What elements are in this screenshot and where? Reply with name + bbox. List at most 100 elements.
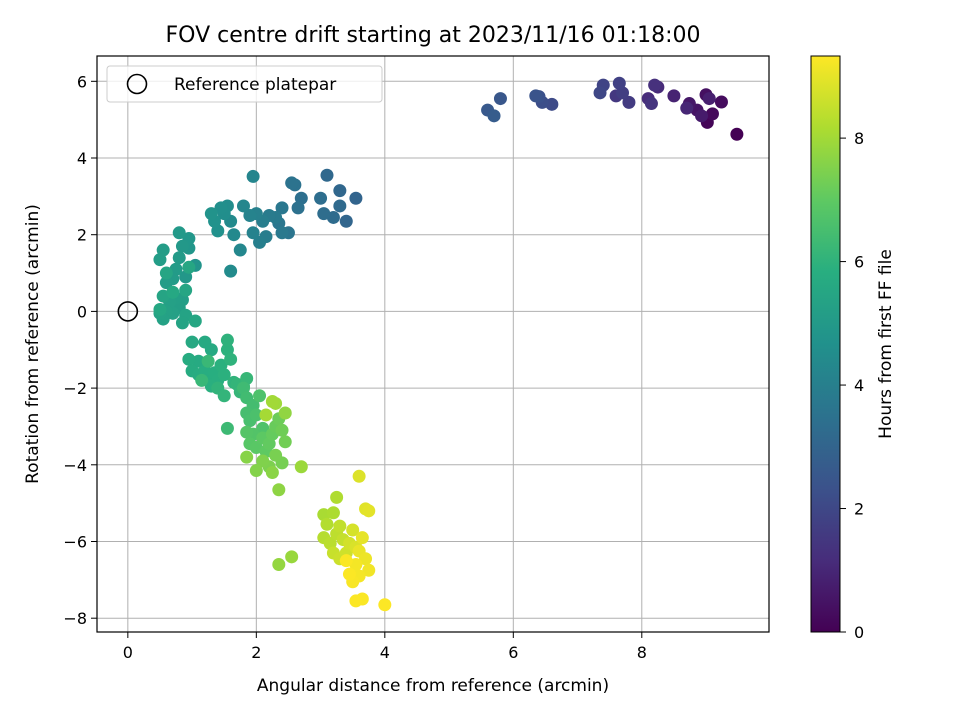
data-point-75: [153, 253, 167, 267]
data-point-60: [214, 201, 228, 215]
colorbar: [810, 55, 841, 633]
data-point-73: [159, 276, 173, 290]
data-point-20: [593, 86, 607, 100]
data-point-39: [285, 176, 299, 190]
data-point-144: [249, 464, 263, 478]
data-point-3: [714, 95, 728, 109]
data-point-87: [179, 283, 193, 297]
data-point-52: [246, 169, 260, 183]
data-point-175: [359, 552, 373, 566]
data-point-109: [224, 352, 238, 366]
data-point-176: [362, 563, 376, 577]
data-point-151: [294, 460, 308, 474]
colorbar-tick-label-2: 4: [854, 376, 864, 395]
data-point-90: [188, 314, 202, 328]
data-point-97: [182, 352, 196, 366]
data-point-85: [175, 316, 189, 330]
data-point-9: [667, 89, 681, 103]
y-axis-ticks: −8 −6 −4 −2 0 2 4 6: [63, 72, 97, 628]
data-point-0: [730, 127, 744, 141]
data-point-16: [622, 95, 636, 109]
reference-platepar-marker: [117, 301, 139, 322]
data-point-24: [529, 89, 543, 103]
data-points: [153, 76, 744, 612]
data-point-125: [249, 408, 263, 422]
colorbar-tick-label-0: 0: [854, 623, 864, 642]
data-point-117: [195, 373, 209, 387]
data-point-149: [272, 558, 286, 572]
data-point-63: [204, 207, 218, 221]
data-point-89: [182, 260, 196, 274]
data-point-168: [346, 523, 360, 537]
data-point-8: [702, 92, 716, 106]
y-tick-label-6: 4: [77, 149, 87, 168]
data-point-106: [217, 368, 231, 382]
data-point-31: [320, 168, 334, 182]
data-point-32: [333, 199, 347, 213]
data-point-30: [333, 184, 347, 198]
data-point-43: [275, 226, 289, 240]
data-point-21: [545, 97, 559, 111]
data-point-25: [493, 92, 507, 106]
data-point-50: [246, 226, 260, 240]
data-point-69: [172, 226, 186, 240]
data-point-153: [265, 395, 279, 409]
data-point-70: [172, 251, 186, 265]
y-axis-label: Rotation from reference (arcmin): [23, 204, 43, 484]
data-point-93: [185, 335, 199, 349]
data-point-146: [265, 465, 279, 479]
data-point-34: [317, 207, 331, 221]
y-tick-label-4: 0: [77, 302, 87, 321]
x-tick-label-1: 2: [251, 643, 261, 662]
colorbar-tick-label-3: 6: [854, 253, 864, 272]
x-axis-label: Angular distance from reference (arcmin): [257, 676, 609, 696]
x-tick-label-4: 8: [637, 643, 647, 662]
data-point-28: [349, 191, 363, 205]
data-point-158: [320, 517, 334, 531]
data-point-96: [192, 354, 206, 368]
data-point-51: [243, 209, 257, 223]
y-tick-label-0: −8: [63, 609, 87, 628]
data-point-154: [259, 408, 273, 422]
x-axis-ticks: 0 2 4 6 8: [123, 632, 647, 662]
y-tick-label-3: −2: [63, 379, 87, 398]
data-point-181: [349, 594, 363, 608]
plot-frame: [96, 55, 770, 633]
data-point-182: [378, 598, 392, 612]
data-point-170: [352, 469, 366, 483]
data-point-108: [220, 333, 234, 347]
data-point-156: [326, 506, 340, 520]
data-point-95: [204, 343, 218, 357]
data-point-129: [240, 425, 254, 439]
x-tick-label-0: 0: [123, 643, 133, 662]
colorbar-tick-label-1: 2: [854, 500, 864, 519]
data-point-150: [285, 550, 299, 564]
data-point-141: [269, 448, 283, 462]
data-point-147: [272, 483, 286, 497]
y-tick-label-2: −4: [63, 456, 87, 475]
x-tick-label-3: 6: [508, 643, 518, 662]
data-point-112: [217, 389, 231, 403]
data-point-2: [705, 107, 719, 121]
legend-entry-reference-platepar: Reference platepar: [174, 75, 336, 95]
data-point-91: [153, 302, 167, 316]
y-tick-label-5: 2: [77, 226, 87, 245]
y-tick-label-7: 6: [77, 72, 87, 91]
y-tick-label-1: −6: [63, 532, 87, 551]
data-point-10: [680, 101, 694, 115]
data-point-13: [648, 78, 662, 92]
data-point-119: [220, 421, 234, 435]
data-point-172: [362, 504, 376, 518]
data-point-18: [612, 76, 626, 90]
data-point-37: [291, 201, 305, 215]
data-point-88: [159, 266, 173, 280]
data-point-139: [278, 435, 292, 449]
data-point-162: [333, 519, 347, 533]
chart-title: FOV centre drift starting at 2023/11/16 …: [166, 23, 701, 48]
data-point-29: [339, 214, 353, 228]
data-point-157: [330, 490, 344, 504]
data-point-53: [236, 199, 250, 213]
data-point-92: [166, 285, 180, 299]
data-point-48: [253, 235, 267, 249]
